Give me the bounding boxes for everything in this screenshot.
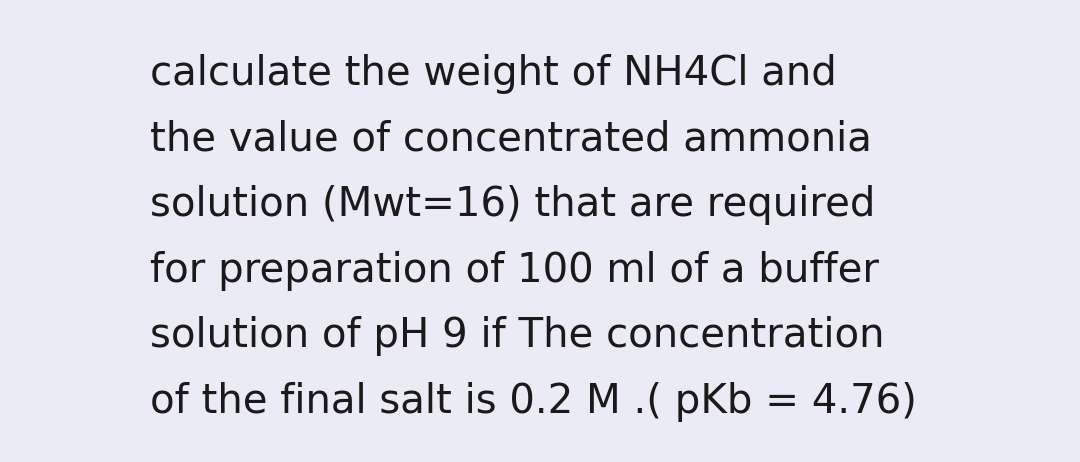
- Text: the value of concentrated ammonia: the value of concentrated ammonia: [150, 119, 872, 159]
- Text: solution (Mwt=16) that are required: solution (Mwt=16) that are required: [150, 185, 876, 225]
- Text: of the final salt is 0.2 M .( pKb = 4.76): of the final salt is 0.2 M .( pKb = 4.76…: [150, 382, 917, 422]
- Text: solution of pH 9 if The concentration: solution of pH 9 if The concentration: [150, 316, 885, 356]
- Text: calculate the weight of NH4Cl and: calculate the weight of NH4Cl and: [150, 54, 837, 94]
- Text: for preparation of 100 ml of a buffer: for preparation of 100 ml of a buffer: [150, 250, 879, 291]
